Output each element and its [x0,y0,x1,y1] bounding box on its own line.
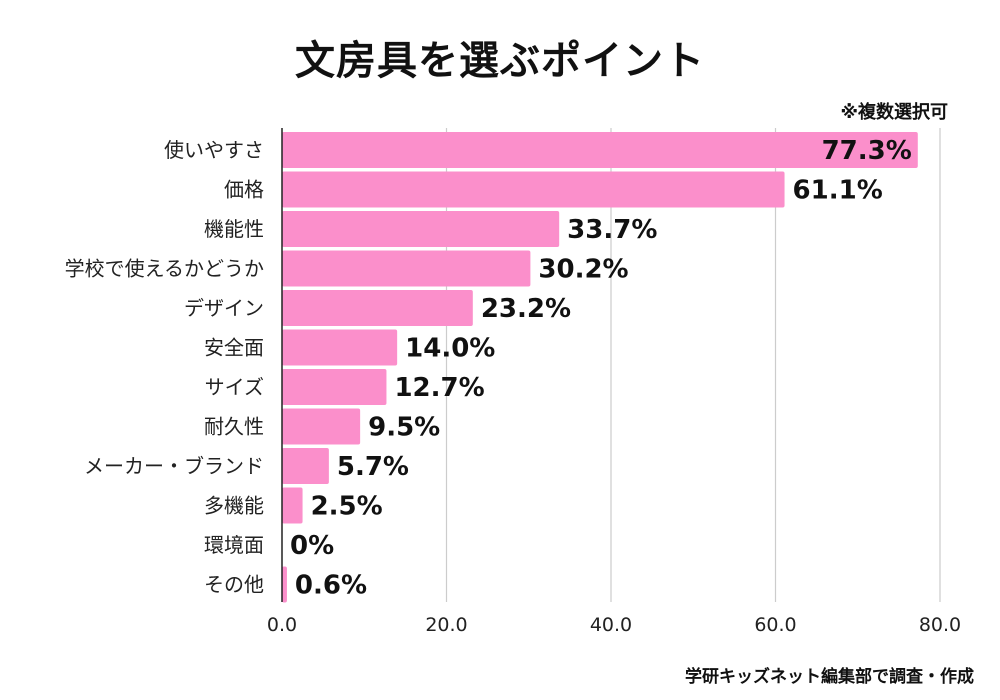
x-tick-label: 40.0 [590,614,632,636]
chart-source: 学研キッズネット編集部で調査・作成 [685,667,974,687]
bar [282,290,473,326]
value-label: 33.7% [567,215,657,245]
value-label: 5.7% [337,452,409,482]
bars-layer [282,132,918,603]
value-label: 61.1% [793,176,883,206]
value-label: 30.2% [538,255,628,285]
bar [282,211,560,247]
value-label: 23.2% [481,294,571,324]
category-label: 多機能 [204,494,264,518]
bar [282,171,785,208]
category-label: 価格 [224,178,264,202]
value-label: 9.5% [368,413,440,443]
chart-title: 文房具を選ぶポイント [295,38,705,84]
labels-layer: 使いやすさ 77.3% 価格 61.1% 機能性 33.7% 学校で使えるかどうか 30.2%… [65,136,912,601]
category-label: 耐久性 [204,415,264,439]
category-label: 安全面 [204,336,264,360]
category-label: 環境面 [204,533,264,557]
bar [282,448,329,484]
bar [282,329,398,366]
category-label: 学校で使えるかどうか [65,257,264,281]
x-tick-label: 60.0 [754,614,796,636]
category-label: 機能性 [204,217,264,241]
bar [282,132,918,168]
value-label: 2.5% [311,492,383,522]
value-label: 12.7% [394,373,484,403]
bar [282,369,387,405]
value-label: 14.0% [405,334,495,364]
ticks-layer: 0.0 20.0 40.0 60.0 80.0 [267,128,961,636]
chart-note: ※複数選択可 [840,102,949,123]
x-tick-label: 80.0 [919,614,961,636]
category-label: デザイン [184,296,264,320]
bar [282,250,531,287]
value-label: 0.6% [295,571,367,601]
bar [282,408,361,445]
bar [282,487,303,524]
value-label: 0% [290,531,334,561]
category-label: メーカー・ブランド [84,454,264,478]
x-tick-label: 0.0 [267,614,297,636]
category-label: サイズ [205,375,264,399]
x-tick-label: 20.0 [425,614,467,636]
category-label: 使いやすさ [164,138,264,162]
value-label: 77.3% [822,136,912,166]
category-label: その他 [204,573,264,597]
bar [282,566,287,603]
